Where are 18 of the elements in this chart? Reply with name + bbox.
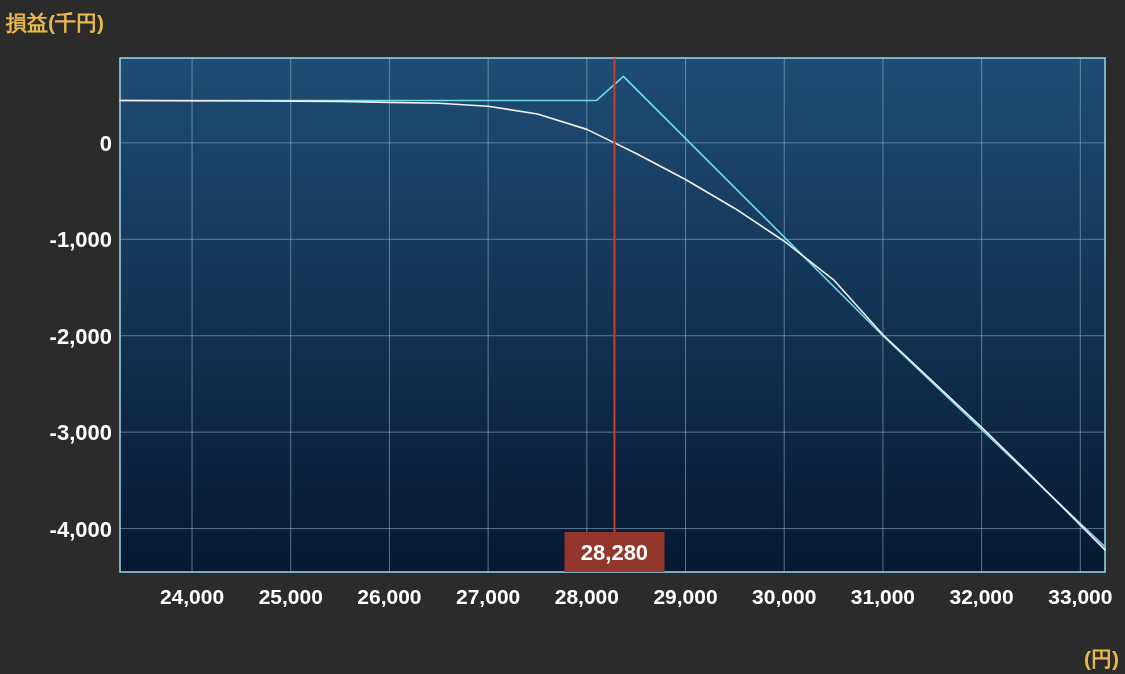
x-tick-label: 31,000 <box>850 585 916 608</box>
y-tick-label: -3,000 <box>49 420 112 446</box>
x-tick-label: 33,000 <box>1048 585 1113 608</box>
y-tick-label: -2,000 <box>49 323 112 349</box>
x-tick-label: 32,000 <box>949 585 1014 608</box>
ref-line-label: 28,280 <box>580 540 649 565</box>
y-tick-label: 0 <box>99 130 112 156</box>
x-tick-label: 24,000 <box>159 585 225 608</box>
y-axis-title: 損益(千円) <box>5 11 104 34</box>
x-axis-title: (円) <box>1084 647 1119 670</box>
x-tick-label: 27,000 <box>456 585 521 608</box>
x-tick-label: 29,000 <box>653 585 718 608</box>
x-tick-label: 30,000 <box>752 585 817 608</box>
x-tick-label: 26,000 <box>357 585 422 608</box>
y-tick-label: -4,000 <box>49 516 112 542</box>
x-tick-label: 28,000 <box>554 585 619 608</box>
y-tick-label: -1,000 <box>49 227 112 253</box>
x-tick-label: 25,000 <box>258 585 323 608</box>
